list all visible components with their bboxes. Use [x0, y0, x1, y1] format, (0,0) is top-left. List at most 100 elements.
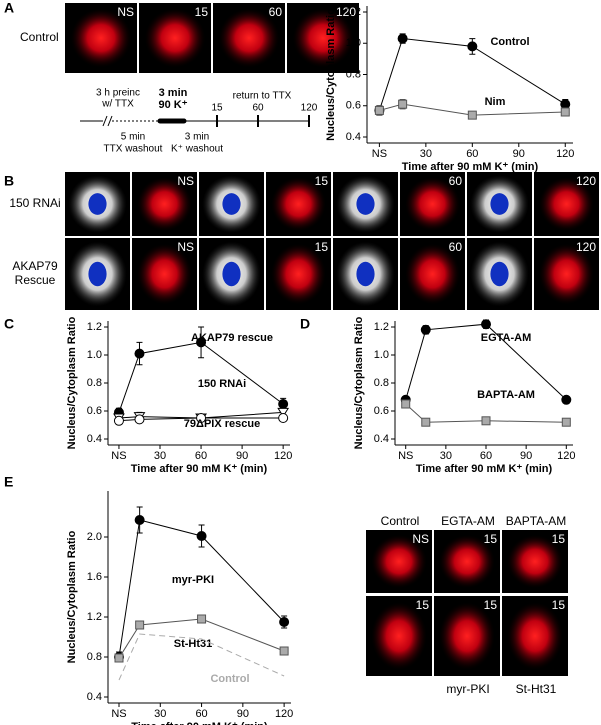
- row-label: Control: [20, 30, 59, 44]
- x-tick-label: 30: [154, 708, 166, 720]
- column-header: BAPTA-AM: [506, 514, 566, 528]
- marker: [278, 413, 289, 423]
- nucleus: [222, 261, 241, 287]
- y-tick-label: 0.6: [346, 100, 361, 112]
- marker: [278, 399, 289, 409]
- image-label: 15: [315, 174, 329, 188]
- timeline-text: 90 K⁺: [158, 99, 187, 111]
- timeline-text: 3 h preinc: [96, 88, 140, 99]
- series-line: [118, 633, 285, 681]
- y-tick-label: 1.2: [87, 611, 102, 623]
- image-label: 15: [416, 598, 430, 612]
- y-tick-label: 0.4: [87, 691, 102, 703]
- series-label: Control: [210, 673, 249, 685]
- series-label: EGTA-AM: [481, 332, 532, 344]
- timeline-text: w/ TTX: [101, 99, 134, 110]
- cell: [292, 8, 354, 68]
- cell: [439, 602, 495, 670]
- marker: [397, 33, 408, 44]
- marker: [481, 319, 492, 330]
- y-tick-label: 0.8: [374, 377, 389, 389]
- x-tick-label: 60: [480, 450, 492, 462]
- marker: [134, 348, 145, 359]
- x-axis-title: Time after 90 mM K⁺ (min): [402, 161, 539, 173]
- marker: [196, 337, 207, 348]
- x-tick-label: 90: [513, 148, 525, 160]
- y-tick-label: 1.2: [87, 321, 102, 333]
- series-line: [405, 323, 567, 401]
- x-tick-label: NS: [111, 450, 126, 462]
- timeline-text: 3 min: [185, 132, 209, 143]
- x-axis-title: Time after 90 mM K⁺ (min): [131, 463, 268, 475]
- x-tick-label: NS: [398, 450, 413, 462]
- image-label: 15: [315, 240, 329, 254]
- x-tick-label: NS: [372, 148, 387, 160]
- y-tick-label: 0.8: [87, 651, 102, 663]
- panel-label: C: [4, 316, 14, 332]
- timeline: 3 h preinc w/ TTX 3 min 90 K⁺ 15 60 120 …: [80, 87, 318, 155]
- x-tick-label: NS: [111, 708, 126, 720]
- marker: [467, 41, 478, 52]
- y-tick-label: 0.8: [87, 377, 102, 389]
- x-axis-title: Time after 90 mM K⁺ (min): [131, 721, 268, 725]
- panel-label: B: [4, 173, 14, 189]
- image-label: 120: [576, 174, 596, 188]
- break: [102, 115, 108, 127]
- row-label: 150 RNAi: [9, 196, 60, 210]
- timeline-text: return to TTX: [233, 91, 292, 102]
- cell: [539, 177, 594, 231]
- column-footer: myr-PKI: [446, 682, 489, 696]
- marker: [196, 413, 207, 423]
- y-tick-label: 1.0: [346, 37, 361, 49]
- marker: [481, 416, 491, 426]
- y-tick-label: 0.4: [87, 433, 102, 445]
- y-tick-label: 1.0: [87, 349, 102, 361]
- cell: [507, 535, 563, 588]
- timeline-text: 5 min: [121, 132, 145, 143]
- column-header: EGTA-AM: [441, 514, 495, 528]
- cell: [271, 243, 326, 305]
- y-axis-title: Nucleus/Cytoplasm Ratio: [353, 316, 365, 449]
- timeline-text: 3 min: [159, 87, 188, 99]
- y-tick-label: 1.2: [374, 321, 389, 333]
- timeline-text: 15: [211, 103, 223, 114]
- marker: [561, 394, 572, 405]
- cell: [137, 243, 192, 305]
- y-tick-label: 1.2: [346, 6, 361, 18]
- image-label: NS: [117, 5, 134, 19]
- nucleus: [222, 193, 241, 215]
- marker: [279, 617, 290, 627]
- series-label: AKAP79 rescue: [191, 332, 273, 344]
- series-line: [379, 103, 566, 116]
- series-line: [118, 417, 284, 422]
- x-axis-title: Time after 90 mM K⁺ (min): [416, 463, 553, 475]
- image-label: 120: [576, 240, 596, 254]
- break: [107, 115, 113, 127]
- image-label: 60: [269, 5, 283, 19]
- cell: [371, 535, 427, 588]
- x-tick-label: 90: [237, 708, 249, 720]
- column-header: Control: [381, 514, 420, 528]
- x-tick-label: 90: [236, 450, 248, 462]
- cell: [144, 8, 206, 68]
- cell: [507, 602, 563, 670]
- nucleus: [88, 261, 107, 287]
- image-label: 15: [195, 5, 209, 19]
- image-label: 15: [552, 598, 566, 612]
- y-axis-title: Nucleus/Cytoplasm Ratio: [66, 530, 78, 663]
- series-label: BAPTA-AM: [477, 389, 535, 401]
- series-label: 150 RNAi: [198, 378, 246, 390]
- x-tick-label: 30: [440, 450, 452, 462]
- timeline-text: 60: [252, 103, 264, 114]
- image-label: 15: [484, 598, 498, 612]
- x-tick-label: 120: [557, 450, 575, 462]
- cell: [137, 177, 192, 231]
- marker: [561, 417, 571, 427]
- y-tick-label: 0.6: [87, 405, 102, 417]
- x-tick-label: 120: [556, 148, 574, 160]
- image-label: 15: [484, 532, 498, 546]
- series-label: Nim: [485, 96, 506, 108]
- series-line: [405, 403, 567, 423]
- x-tick-label: 60: [195, 450, 207, 462]
